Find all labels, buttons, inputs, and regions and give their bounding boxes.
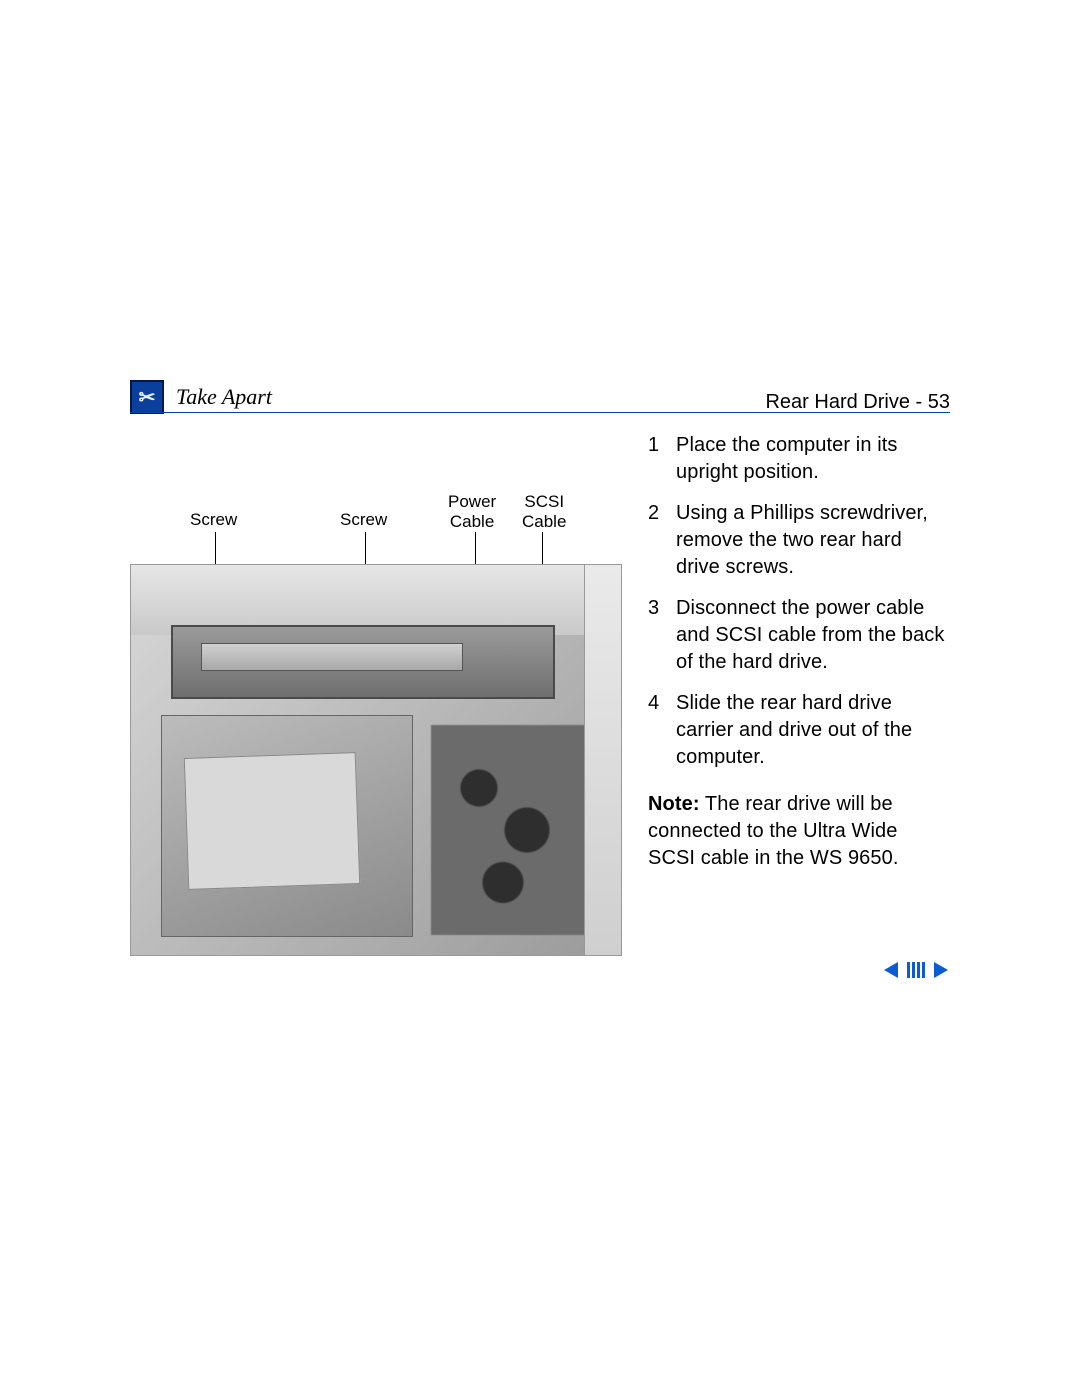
header-separator: - [910,391,928,413]
content-area: Screw Screw Power Cable SCSI Cable [130,432,950,1037]
icon-glyph: ✂ [139,385,156,410]
instruction-column: Place the computer in its upright positi… [648,432,950,1037]
page-number: 53 [928,391,950,413]
note-paragraph: Note: The rear drive will be connected t… [648,791,950,872]
step-item: Slide the rear hard drive carrier and dr… [648,690,950,771]
topic-title: Rear Hard Drive [765,391,909,413]
header-right: Rear Hard Drive - 53 [765,391,950,414]
step-item: Place the computer in its upright positi… [648,432,950,486]
step-text: Using a Phillips screwdriver, remove the… [676,500,950,581]
page-header: ✂ Take Apart Rear Hard Drive - 53 [130,380,950,420]
callout-power-cable: Power Cable [448,492,496,532]
prev-page-button[interactable] [882,960,902,980]
callout-screw-2: Screw [340,510,387,530]
callout-scsi-cable: SCSI Cable [522,492,566,532]
step-text: Disconnect the power cable and SCSI cabl… [676,595,950,676]
page-nav [882,960,950,980]
header-rule [130,412,950,413]
step-text: Slide the rear hard drive carrier and dr… [676,690,950,771]
step-item: Using a Phillips screwdriver, remove the… [648,500,950,581]
next-page-button[interactable] [930,960,950,980]
step-text: Place the computer in its upright positi… [676,432,950,486]
cable-bundle [431,725,591,935]
step-item: Disconnect the power cable and SCSI cabl… [648,595,950,676]
side-panel [584,565,621,955]
hardware-photo [130,564,622,956]
manual-page: ✂ Take Apart Rear Hard Drive - 53 Screw … [0,0,1080,1397]
note-label: Note: [648,793,700,815]
section-title: Take Apart [176,384,272,410]
drive-slot [201,643,463,671]
callout-screw-1: Screw [190,510,237,530]
nav-bars-icon [904,962,928,978]
header-left: ✂ Take Apart [130,380,272,414]
step-list: Place the computer in its upright positi… [648,432,950,771]
figure-column: Screw Screw Power Cable SCSI Cable [130,432,620,1037]
psu-label [184,752,361,890]
take-apart-icon: ✂ [130,380,164,414]
